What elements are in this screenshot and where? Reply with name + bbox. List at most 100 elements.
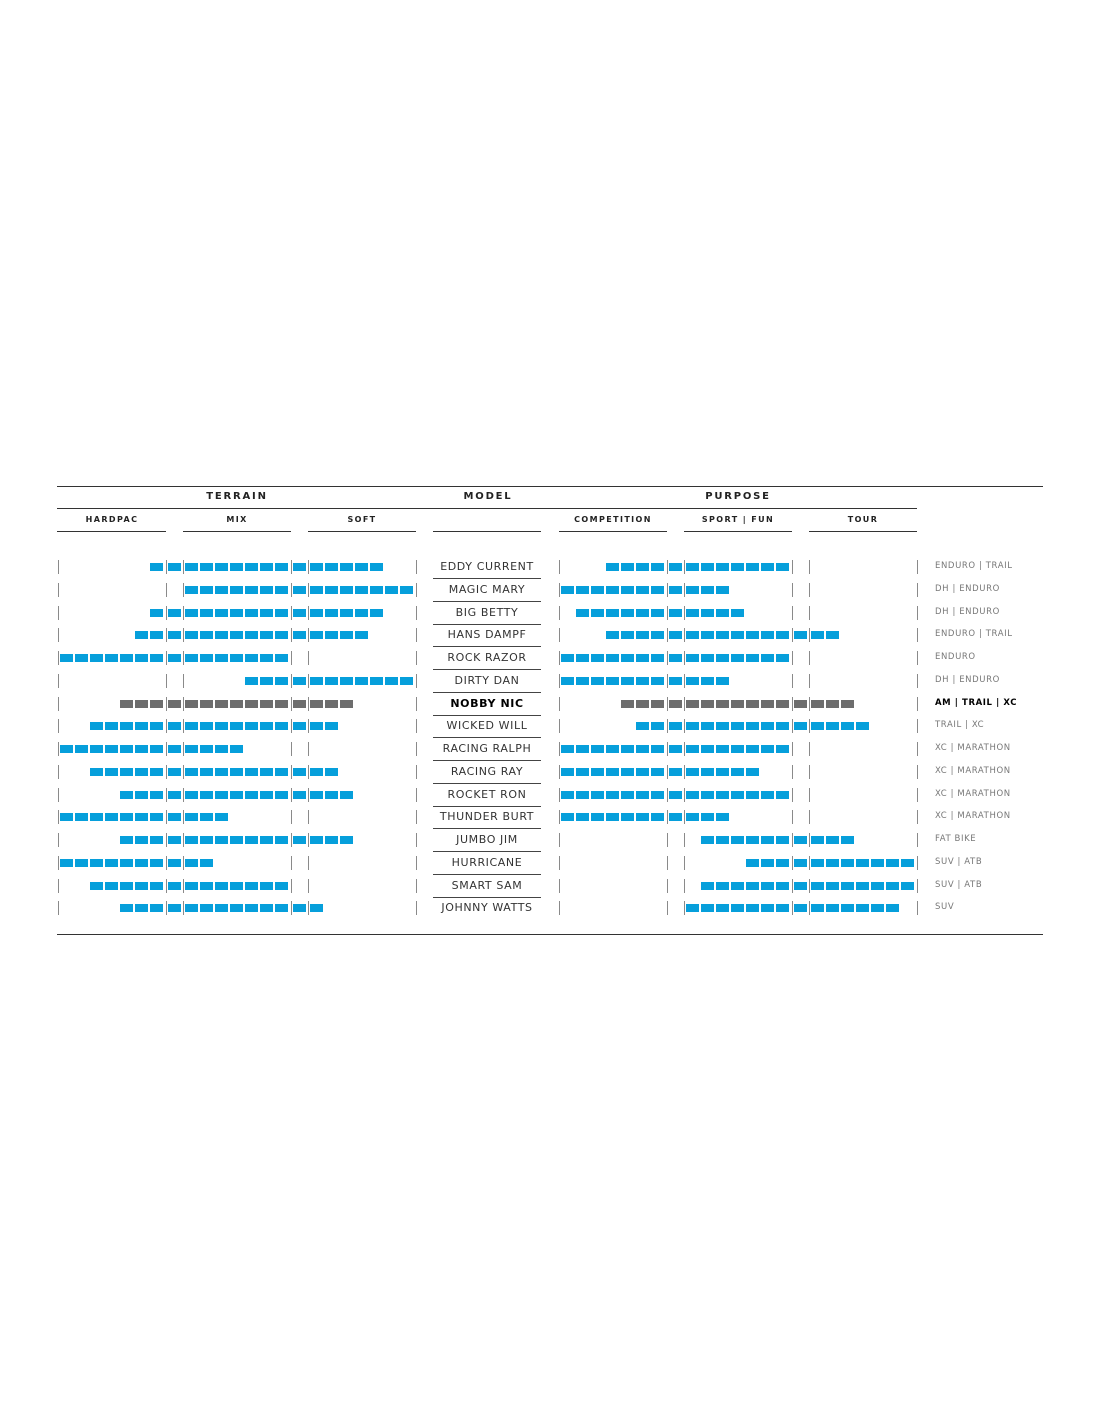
purpose-tick (559, 833, 560, 847)
purpose-tick (559, 628, 560, 642)
purpose-block (761, 882, 774, 890)
header-rule (57, 508, 917, 509)
purpose-block (591, 609, 604, 617)
terrain-block (293, 563, 306, 571)
terrain-block (355, 677, 368, 685)
purpose-block (621, 654, 634, 662)
terrain-tick (166, 697, 167, 711)
purpose-tick (684, 560, 685, 574)
purpose-block (669, 563, 682, 571)
terrain-tick (166, 560, 167, 574)
terrain-block (120, 904, 133, 912)
purpose-block (669, 700, 682, 708)
terrain-block (230, 586, 243, 594)
terrain-block (168, 904, 181, 912)
purpose-block (826, 836, 839, 844)
purpose-block (761, 836, 774, 844)
terrain-block (150, 609, 163, 617)
purpose-block (776, 904, 789, 912)
terrain-tick (416, 856, 417, 870)
terrain-block (215, 631, 228, 639)
terrain-block (310, 791, 323, 799)
purpose-block (669, 677, 682, 685)
terrain-subheader-soft: SOFT (347, 515, 377, 524)
purpose-block (576, 654, 589, 662)
purpose-block (746, 836, 759, 844)
terrain-tick (291, 901, 292, 915)
purpose-tick (809, 697, 810, 711)
terrain-block (215, 745, 228, 753)
terrain-block (275, 904, 288, 912)
purpose-block (701, 631, 714, 639)
purpose-block (731, 654, 744, 662)
terrain-block (275, 654, 288, 662)
purpose-block (746, 745, 759, 753)
subheader-rule (684, 531, 792, 532)
purpose-tick (667, 742, 668, 756)
terrain-tick (308, 560, 309, 574)
purpose-block (761, 654, 774, 662)
terrain-tick (166, 833, 167, 847)
terrain-tick (308, 719, 309, 733)
terrain-block (150, 859, 163, 867)
terrain-block (245, 791, 258, 799)
purpose-block (686, 677, 699, 685)
purpose-tick (809, 856, 810, 870)
model-label: BIG BETTY (455, 606, 519, 619)
purpose-block (701, 768, 714, 776)
purpose-block (794, 700, 807, 708)
terrain-block (105, 654, 118, 662)
terrain-block (168, 700, 181, 708)
terrain-block (370, 677, 383, 685)
purpose-tick (792, 856, 793, 870)
usage-label: DH | ENDURO (935, 584, 1000, 594)
terrain-block (245, 586, 258, 594)
terrain-tick (308, 856, 309, 870)
terrain-block (150, 813, 163, 821)
purpose-block (776, 563, 789, 571)
terrain-block (60, 745, 73, 753)
purpose-block (651, 631, 664, 639)
purpose-tick (792, 560, 793, 574)
purpose-block (621, 768, 634, 776)
terrain-block (90, 654, 103, 662)
purpose-tick (809, 651, 810, 665)
usage-label: XC | MARATHON (935, 789, 1011, 799)
terrain-block (105, 813, 118, 821)
subheader-rule (57, 531, 166, 532)
purpose-block (731, 791, 744, 799)
subheader-rule (559, 531, 667, 532)
model-divider (433, 806, 541, 807)
terrain-block (293, 836, 306, 844)
terrain-block (200, 700, 213, 708)
purpose-block (776, 882, 789, 890)
model-divider (433, 851, 541, 852)
terrain-block (325, 609, 338, 617)
purpose-tick (792, 788, 793, 802)
terrain-tick (291, 879, 292, 893)
purpose-block (669, 745, 682, 753)
terrain-tick (183, 765, 184, 779)
terrain-block (168, 813, 181, 821)
terrain-tick (308, 628, 309, 642)
purpose-block (686, 609, 699, 617)
purpose-block (636, 768, 649, 776)
terrain-block (185, 654, 198, 662)
terrain-block (105, 722, 118, 730)
purpose-block (606, 654, 619, 662)
terrain-tick (166, 856, 167, 870)
terrain-block (340, 609, 353, 617)
terrain-block (200, 813, 213, 821)
purpose-tick (792, 810, 793, 824)
terrain-block (230, 768, 243, 776)
purpose-tick (684, 628, 685, 642)
terrain-block (185, 836, 198, 844)
terrain-block (275, 836, 288, 844)
purpose-tick (684, 879, 685, 893)
model-divider (433, 897, 541, 898)
purpose-block (636, 791, 649, 799)
purpose-tick (809, 719, 810, 733)
usage-label: ENDURO | TRAIL (935, 561, 1013, 571)
terrain-block (230, 904, 243, 912)
purpose-block (716, 563, 729, 571)
